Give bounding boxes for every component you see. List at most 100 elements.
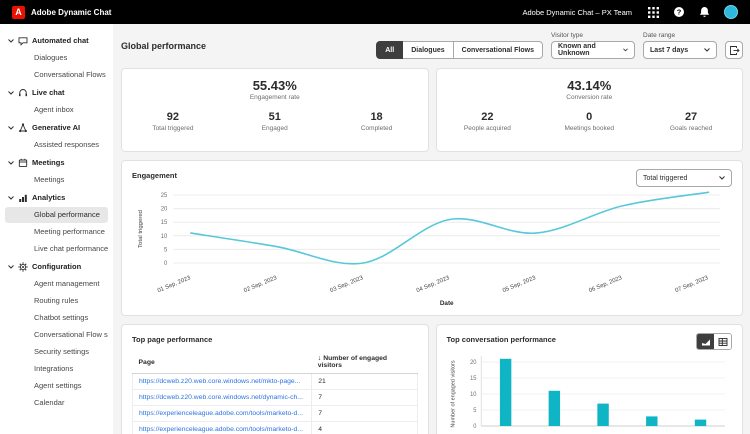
date-range-select[interactable]: Last 7 days xyxy=(643,41,717,59)
chevron-down-icon xyxy=(623,48,628,52)
svg-text:0: 0 xyxy=(473,424,477,430)
sidebar-item-live-chat-performance[interactable]: Live chat performance xyxy=(34,244,108,253)
help-icon[interactable]: ? xyxy=(673,6,685,18)
sidebar-item-agent-management[interactable]: Agent management xyxy=(34,279,100,288)
table-icon xyxy=(718,337,727,346)
area-chart-icon xyxy=(701,339,710,345)
sidebar-item-integrations[interactable]: Integrations xyxy=(34,364,74,373)
visitor-count: 7 xyxy=(311,389,418,406)
engagement-line-chart: 0 5 10 15 20 25 01 Sep, 2023 02 Sep, 2023 03 Sep… xyxy=(138,191,721,307)
sidebar-item-conversational-flow-settings[interactable]: Conversational Flow settings xyxy=(34,330,108,339)
page-url-link[interactable]: https://experienceleague.adobe.com/tools… xyxy=(131,405,313,422)
app-switcher-icon[interactable] xyxy=(648,6,659,18)
conversion-rate-card: 43.14% Conversion rate 22 People acquire… xyxy=(435,68,743,152)
visitor-count: 7 xyxy=(311,405,418,422)
page-url-link[interactable]: https://experienceleague.adobe.com/tools… xyxy=(131,421,313,434)
sidebar-item-security-settings[interactable]: Security settings xyxy=(34,347,90,356)
page-url-link[interactable]: https://dcweb.z20.web.core.windows.net/m… xyxy=(131,373,313,390)
table-row: https://experienceleague.adobe.com/tools… xyxy=(131,405,418,422)
chat-bubble-icon xyxy=(18,36,28,46)
svg-text:10: 10 xyxy=(470,392,477,398)
tab-all[interactable]: All xyxy=(376,41,404,59)
metric-goals-reached: 27 Goals reached xyxy=(669,111,713,132)
generative-ai-icon xyxy=(19,122,27,132)
top-pages-table: Page ↓ Number of engaged visitors https:/… xyxy=(131,351,418,434)
gear-icon xyxy=(18,261,28,272)
page-title: Global performance xyxy=(121,41,207,51)
svg-text:Number of engaged visitors: Number of engaged visitors xyxy=(450,360,456,427)
engagement-rate-value: 55.43% xyxy=(252,78,297,93)
sidebar-item-calendar[interactable]: Calendar xyxy=(34,398,65,407)
chart-view-toggle xyxy=(696,333,732,350)
sidebar-section-meetings[interactable]: Meetings xyxy=(5,154,108,171)
sidebar-item-routing-rules[interactable]: Routing rules xyxy=(34,296,79,305)
conversion-rate-label: Conversion rate xyxy=(566,94,613,101)
svg-text:5: 5 xyxy=(473,408,476,414)
svg-text:06 Sep, 2023: 06 Sep, 2023 xyxy=(588,275,623,294)
table-view-button[interactable] xyxy=(714,334,731,349)
chevron-down-icon xyxy=(8,195,14,200)
tab-conversational-flows[interactable]: Conversational Flows xyxy=(453,41,543,59)
date-range-label: Date range xyxy=(643,32,676,39)
top-pages-title: Top page performance xyxy=(132,335,213,344)
export-button[interactable] xyxy=(725,41,743,59)
svg-text:0: 0 xyxy=(164,261,168,267)
chevron-down-icon xyxy=(8,90,14,95)
sidebar-item-dialogues[interactable]: Dialogues xyxy=(34,53,68,62)
sidebar-item-global-performance[interactable]: Global performance xyxy=(5,207,108,223)
visitor-count: 4 xyxy=(311,421,418,434)
chart-series-select[interactable]: Total triggered xyxy=(636,169,732,187)
sidebar-item-meetings[interactable]: Meetings xyxy=(34,175,65,184)
sidebar-item-agent-inbox[interactable]: Agent inbox xyxy=(34,105,74,114)
svg-text:Date: Date xyxy=(440,300,454,307)
chevron-down-icon xyxy=(8,38,14,43)
conversion-rate-value: 43.14% xyxy=(567,78,612,93)
metric-engaged: 51 Engaged xyxy=(261,111,288,132)
svg-text:07 Sep, 2023: 07 Sep, 2023 xyxy=(675,275,710,294)
svg-text:15: 15 xyxy=(161,220,168,226)
table-row: https://dcweb.z20.web.core.windows.net/d… xyxy=(131,389,418,406)
top-page-performance-card: Top page performance Page ↓ Number of eng… xyxy=(121,324,429,434)
sidebar-section-automated-chat[interactable]: Automated chat xyxy=(5,32,108,49)
sidebar-section-configuration[interactable]: Configuration xyxy=(5,258,108,275)
visitor-count: 21 xyxy=(311,373,418,390)
calendar-icon xyxy=(18,158,28,167)
engagement-rate-label: Engagement rate xyxy=(249,94,300,101)
chevron-down-icon xyxy=(704,48,710,52)
metric-total-triggered: 92 Total triggered xyxy=(152,111,194,132)
sidebar-item-meeting-performance[interactable]: Meeting performance xyxy=(34,227,105,236)
sidebar-item-chatbot-settings[interactable]: Chatbot settings xyxy=(34,313,89,322)
metric-completed: 18 Completed xyxy=(360,111,393,132)
svg-text:05 Sep, 2023: 05 Sep, 2023 xyxy=(502,275,537,294)
svg-text:02 Sep, 2023: 02 Sep, 2023 xyxy=(243,275,278,294)
svg-text:20: 20 xyxy=(161,207,168,213)
headset-icon xyxy=(19,88,27,96)
user-avatar[interactable] xyxy=(724,5,738,19)
product-name: Adobe Dynamic Chat xyxy=(31,7,112,17)
column-header-visitors[interactable]: ↓ Number of engaged visitors xyxy=(311,351,417,374)
metric-meetings-booked: 0 Meetings booked xyxy=(564,111,614,132)
sidebar-section-generative-ai[interactable]: Generative AI xyxy=(5,119,108,136)
workspace-name: Adobe Dynamic Chat – PX Team xyxy=(522,7,632,17)
metric-people-acquired: 22 People acquired xyxy=(463,111,511,132)
top-conversation-performance-card: Top conversation performance 0 5 10 15 20 Num… xyxy=(435,324,743,434)
visitor-type-label: Visitor type xyxy=(551,32,584,39)
sort-descending-icon: ↓ xyxy=(317,355,322,362)
column-header-page[interactable]: Page xyxy=(132,351,312,374)
tab-dialogues[interactable]: Dialogues xyxy=(403,41,454,59)
notifications-bell-icon[interactable] xyxy=(699,6,710,18)
chevron-down-icon xyxy=(719,176,725,180)
svg-text:15: 15 xyxy=(470,376,476,382)
svg-text:04 Sep, 2023: 04 Sep, 2023 xyxy=(416,275,451,294)
sidebar-section-live-chat[interactable]: Live chat xyxy=(5,84,108,101)
chart-view-button[interactable] xyxy=(697,334,714,349)
visitor-type-select[interactable]: Known and Unknown xyxy=(551,41,635,59)
chevron-down-icon xyxy=(8,160,14,165)
page-url-link[interactable]: https://dcweb.z20.web.core.windows.net/d… xyxy=(131,389,313,406)
sidebar-item-conversational-flows[interactable]: Conversational Flows xyxy=(34,70,106,79)
svg-text:25: 25 xyxy=(161,193,168,199)
sidebar-item-assisted-responses[interactable]: Assisted responses xyxy=(34,140,100,149)
sidebar-item-agent-settings[interactable]: Agent settings xyxy=(34,381,82,390)
engagement-rate-card: 55.43% Engagement rate 92 Total triggere… xyxy=(121,68,429,152)
sidebar-section-analytics[interactable]: Analytics xyxy=(5,189,108,206)
